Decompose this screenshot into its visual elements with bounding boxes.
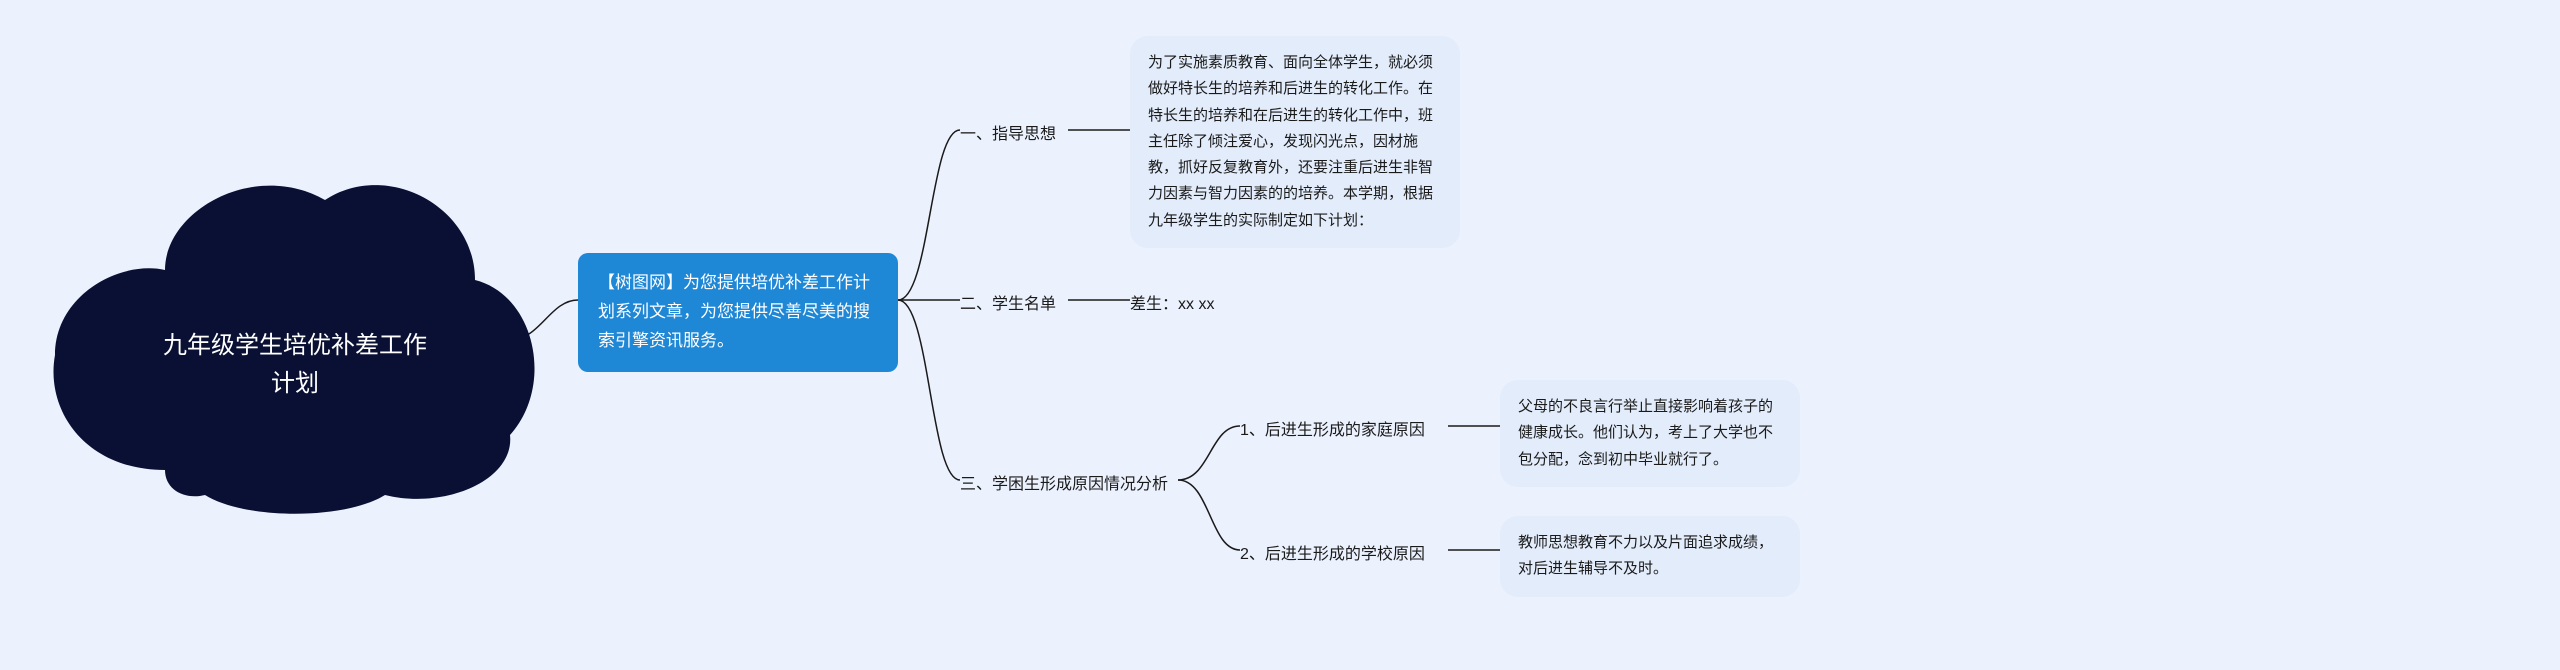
leaf-text: 为了实施素质教育、面向全体学生，就必须做好特长生的培养和后进生的转化工作。在特长… bbox=[1148, 50, 1442, 234]
branch-label: 三、学困生形成原因情况分析 bbox=[960, 470, 1168, 494]
level1-node[interactable]: 【树图网】为您提供培优补差工作计划系列文章，为您提供尽善尽美的搜索引擎资讯服务。 bbox=[578, 253, 898, 372]
branch-cause-analysis[interactable]: 三、学困生形成原因情况分析 bbox=[960, 470, 1168, 494]
leaf-guiding-thought-detail[interactable]: 为了实施素质教育、面向全体学生，就必须做好特长生的培养和后进生的转化工作。在特长… bbox=[1130, 36, 1460, 248]
child-label: 差生：xx xx bbox=[1130, 290, 1214, 314]
leaf-text: 父母的不良言行举止直接影响着孩子的健康成长。他们认为，考上了大学也不包分配，念到… bbox=[1518, 394, 1782, 473]
branch3-child-family-reason[interactable]: 1、后进生形成的家庭原因 bbox=[1240, 416, 1425, 440]
mindmap-root[interactable]: 九年级学生培优补差工作 计划 bbox=[45, 150, 545, 520]
level1-text: 【树图网】为您提供培优补差工作计划系列文章，为您提供尽善尽美的搜索引擎资讯服务。 bbox=[598, 269, 878, 356]
branch-guiding-thought[interactable]: 一、指导思想 bbox=[960, 120, 1056, 144]
branch2-child-poor-students[interactable]: 差生：xx xx bbox=[1130, 290, 1214, 314]
root-label: 九年级学生培优补差工作 计划 bbox=[45, 150, 545, 520]
leaf-text: 教师思想教育不力以及片面追求成绩，对后进生辅导不及时。 bbox=[1518, 530, 1782, 583]
leaf-family-reason-detail[interactable]: 父母的不良言行举止直接影响着孩子的健康成长。他们认为，考上了大学也不包分配，念到… bbox=[1500, 380, 1800, 487]
child-label: 1、后进生形成的家庭原因 bbox=[1240, 416, 1425, 440]
leaf-school-reason-detail[interactable]: 教师思想教育不力以及片面追求成绩，对后进生辅导不及时。 bbox=[1500, 516, 1800, 597]
branch3-child-school-reason[interactable]: 2、后进生形成的学校原因 bbox=[1240, 540, 1425, 564]
branch-student-list[interactable]: 二、学生名单 bbox=[960, 290, 1056, 314]
branch-label: 一、指导思想 bbox=[960, 120, 1056, 144]
branch-label: 二、学生名单 bbox=[960, 290, 1056, 314]
child-label: 2、后进生形成的学校原因 bbox=[1240, 540, 1425, 564]
